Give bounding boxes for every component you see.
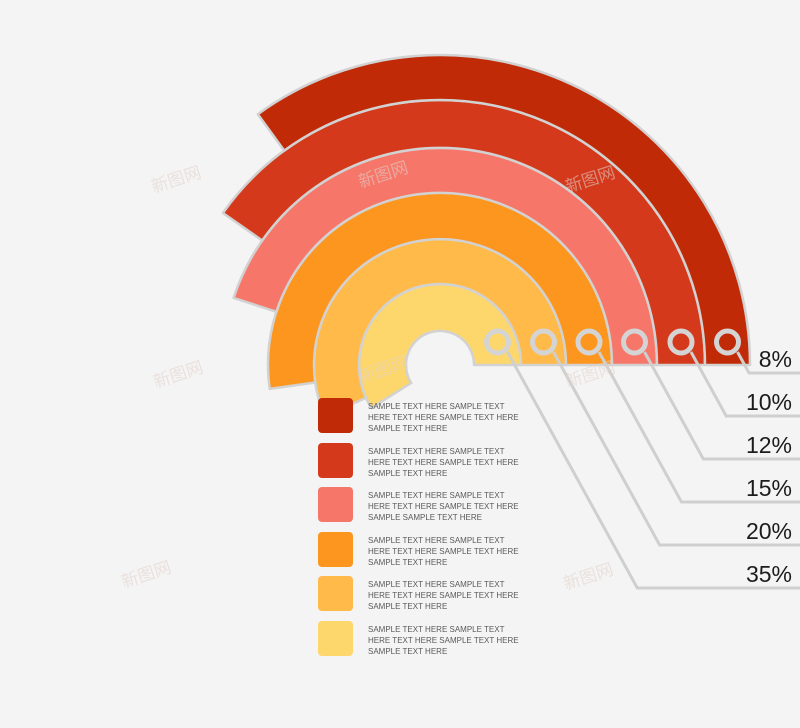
value-labels-layer: 8% 10% 12% 15% 20% 35% (746, 346, 792, 587)
legend-item: SAMPLE TEXT HERE SAMPLE TEXT HERE TEXT H… (318, 532, 528, 568)
leader-line-15% (597, 351, 800, 504)
legend-swatch (318, 621, 353, 656)
legend-text: SAMPLE TEXT HERE SAMPLE TEXT HERE TEXT H… (368, 402, 519, 433)
legend-text: SAMPLE TEXT HERE SAMPLE TEXT HERE TEXT H… (368, 447, 519, 478)
leader-line-10% (689, 351, 800, 418)
legend-text: SAMPLE TEXT HERE SAMPLE TEXT HERE TEXT H… (368, 625, 519, 656)
legend-item: SAMPLE TEXT HERE SAMPLE TEXT HERE TEXT H… (318, 443, 528, 479)
legend-item: SAMPLE TEXT HERE SAMPLE TEXT HERE TEXT H… (318, 621, 528, 657)
legend-text: SAMPLE TEXT HERE SAMPLE TEXT HERE TEXT H… (368, 536, 519, 567)
ring-marker-8% (714, 328, 741, 356)
leader-line-12% (643, 351, 800, 461)
watermark-text: 新图网 (151, 358, 206, 393)
legend-text: SAMPLE TEXT HERE SAMPLE TEXT HERE TEXT H… (368, 580, 519, 611)
value-label-10%: 10% (746, 389, 792, 415)
legend-swatch (318, 443, 353, 478)
ring-marker-35% (484, 328, 511, 356)
legend-text: SAMPLE TEXT HERE SAMPLE TEXT HERE TEXT H… (368, 491, 519, 522)
ring-marker-20% (530, 328, 557, 356)
ring-arc-8% (256, 53, 752, 367)
value-label-12%: 12% (746, 432, 792, 458)
ring-marker-15% (575, 328, 603, 356)
legend-item: SAMPLE TEXT HERE SAMPLE TEXT HERE TEXT H… (318, 398, 528, 434)
legend-swatch (318, 576, 353, 611)
arcs-layer (221, 53, 752, 418)
value-label-8%: 8% (759, 346, 792, 372)
legend-item: SAMPLE TEXT HERE SAMPLE TEXT HERE TEXT H… (318, 487, 528, 523)
legend-swatch (318, 487, 353, 522)
watermark-text: 新图网 (119, 558, 174, 593)
leader-lines-layer (484, 328, 800, 590)
leader-line-8% (736, 351, 800, 375)
value-label-20%: 20% (746, 518, 792, 544)
leader-line-35% (506, 351, 800, 590)
value-label-35%: 35% (746, 561, 792, 587)
leader-line-20% (552, 351, 800, 547)
legend-swatch (318, 532, 353, 567)
ring-marker-10% (667, 328, 695, 356)
ring-marker-12% (621, 328, 648, 356)
watermark-text: 新图网 (561, 560, 616, 595)
legend-swatch (318, 398, 353, 433)
value-label-15%: 15% (746, 475, 792, 501)
legend-item: SAMPLE TEXT HERE SAMPLE TEXT HERE TEXT H… (318, 576, 528, 612)
watermark-text: 新图网 (149, 163, 204, 198)
